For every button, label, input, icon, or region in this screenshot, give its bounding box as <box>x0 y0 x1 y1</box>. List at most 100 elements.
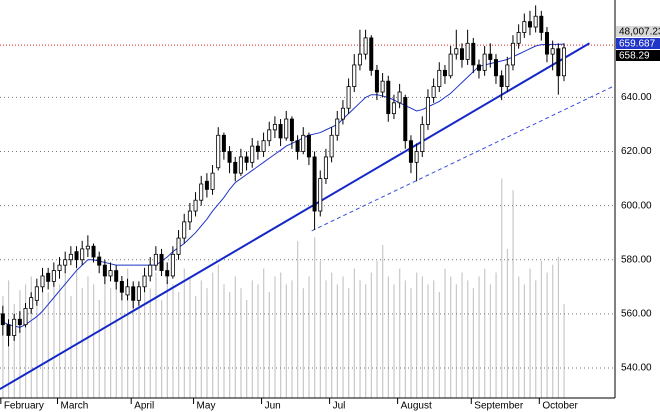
x-tick-label: February <box>4 401 44 412</box>
x-tick-label: August <box>401 401 432 412</box>
candle-body <box>425 97 430 125</box>
volume-bar <box>2 296 4 398</box>
candle-body <box>391 102 396 115</box>
candle-body <box>136 286 141 301</box>
volume-bar <box>81 288 83 398</box>
volume-bar <box>444 268 446 398</box>
candle-body <box>131 286 136 301</box>
x-tick-label: Jun <box>265 401 281 412</box>
candle-body <box>403 97 408 142</box>
candle-body <box>493 59 498 77</box>
volume-bar <box>382 245 384 398</box>
candle-body <box>318 178 323 212</box>
close-value-label: 658.29 <box>619 51 650 62</box>
volume-bar <box>229 292 231 398</box>
volume-bar <box>200 280 202 398</box>
volume-bar <box>115 280 117 398</box>
candle-body <box>193 199 198 212</box>
y-tick-label: 580.00 <box>621 254 652 265</box>
candle-body <box>482 53 487 71</box>
volume-bar <box>98 299 100 398</box>
volume-bar <box>19 290 21 398</box>
volume-bar <box>546 272 548 398</box>
candle-body <box>221 134 226 152</box>
ma-value-label: 659.687 <box>619 39 656 50</box>
volume-bar <box>195 296 197 398</box>
close-value-label-box <box>616 50 660 61</box>
candle-body <box>295 140 300 152</box>
candle-body <box>284 118 289 139</box>
volume-bar <box>183 268 185 398</box>
moving-average <box>2 43 565 328</box>
candle-body <box>170 253 175 277</box>
volume-bar <box>342 276 344 398</box>
candle-body <box>550 48 555 55</box>
candle-body <box>68 253 73 261</box>
y-tick-label: 540.00 <box>621 363 652 374</box>
volume-bar <box>455 284 457 398</box>
candle-body <box>329 134 334 158</box>
candle-body <box>187 210 192 223</box>
volume-bar <box>297 241 299 398</box>
candle-body <box>91 245 96 258</box>
volume-bar <box>172 284 174 398</box>
volume-bar <box>495 272 497 398</box>
candle-body <box>216 134 221 169</box>
candle-body <box>289 118 294 142</box>
volume-bar <box>325 280 327 398</box>
candle-body <box>442 69 447 77</box>
candle-body <box>346 86 351 109</box>
x-tick-label: April <box>134 401 154 412</box>
volume-bar <box>467 280 469 398</box>
candle-body <box>57 264 62 271</box>
candle-body <box>278 124 283 139</box>
volume-bar <box>274 276 276 398</box>
x-tick-label: September <box>474 401 524 412</box>
candle-body <box>357 53 362 66</box>
candle-body <box>448 53 453 77</box>
volume-bar <box>552 264 554 398</box>
candle-body <box>437 69 442 87</box>
candle-body <box>85 245 90 250</box>
candle-body <box>159 253 164 271</box>
candle-body <box>499 75 504 87</box>
volume-bar <box>404 280 406 398</box>
volume-bar <box>42 268 44 398</box>
volume-bar <box>416 272 418 398</box>
volume-value-label-box <box>616 26 660 37</box>
volume-bar <box>563 303 565 398</box>
candle-body <box>323 156 328 179</box>
volume-bar <box>365 284 367 398</box>
candle-body <box>125 286 130 296</box>
volume-bar <box>535 280 537 398</box>
volume-bar <box>438 292 440 398</box>
candle-body <box>306 134 311 158</box>
volume-bar <box>240 288 242 398</box>
volume-bar <box>144 276 146 398</box>
ma-value-label-box <box>616 38 660 49</box>
candle-body <box>533 15 538 28</box>
volume-bar <box>433 280 435 398</box>
volume-bar <box>206 288 208 398</box>
volume-bar <box>36 299 38 398</box>
x-tick-label: May <box>197 401 216 412</box>
volume-bar <box>263 268 265 398</box>
candle-body <box>227 151 232 163</box>
candle-body <box>255 145 260 152</box>
candle-body <box>63 259 68 266</box>
y-tick-label: 600.00 <box>621 200 652 211</box>
candle-body <box>431 86 436 98</box>
candle-body <box>408 140 413 163</box>
candle-body <box>556 48 561 77</box>
volume-bar <box>501 178 503 398</box>
trendline <box>0 42 590 390</box>
volume-bar <box>104 272 106 398</box>
volume-bar <box>512 190 514 398</box>
candle-body <box>238 156 243 174</box>
volume-bar <box>529 268 531 398</box>
volume-bar <box>166 280 168 398</box>
candle-body <box>516 32 521 44</box>
candle-body <box>108 270 113 277</box>
volume-bar <box>336 284 338 398</box>
